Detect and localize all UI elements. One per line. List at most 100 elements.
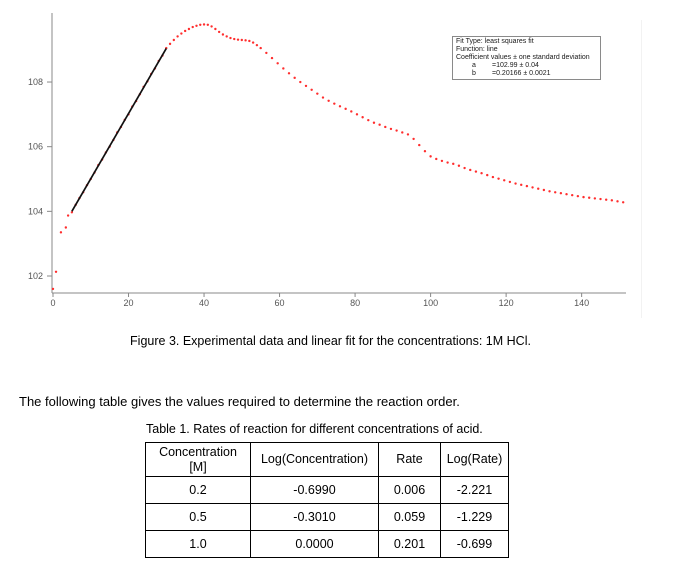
x-tick-label: 140 (574, 298, 589, 308)
data-point (191, 25, 194, 29)
x-tick-label: 20 (124, 298, 134, 308)
data-point (599, 197, 602, 201)
data-point (265, 51, 268, 55)
data-point (293, 76, 296, 80)
data-point (361, 116, 364, 119)
legend-coefficient-row: a =102.99 ± 0.04 (456, 62, 597, 70)
data-point (287, 72, 291, 75)
data-point (576, 194, 580, 198)
data-point (310, 88, 313, 91)
data-point (299, 80, 302, 84)
table-cell: 0.201 (378, 530, 441, 558)
data-point (621, 201, 625, 204)
data-point (168, 42, 172, 46)
table-row: 1.0 0.0000 0.201 -0.699 (145, 530, 509, 558)
x-tick-label: 0 (50, 298, 55, 308)
data-point (503, 179, 506, 182)
figure-image-edge (641, 20, 642, 318)
x-tick-label: 80 (350, 298, 360, 308)
table-cell: 1.0 (145, 530, 251, 558)
data-point (176, 35, 179, 38)
data-point (304, 84, 308, 88)
data-point (486, 173, 489, 177)
data-point (270, 56, 274, 60)
data-point (59, 231, 63, 234)
data-point (587, 196, 591, 199)
y-tick-label: 108 (28, 77, 43, 87)
data-point (497, 177, 500, 180)
data-point (378, 123, 381, 126)
data-point (327, 99, 330, 102)
figure-caption: Figure 3. Experimental data and linear f… (130, 334, 531, 348)
data-point (412, 137, 415, 141)
coefficient-value: =102.99 ± 0.04 (492, 62, 539, 69)
data-point (384, 125, 387, 129)
table-header-col3: Rate (378, 442, 441, 477)
data-point (537, 187, 540, 190)
fit-line (71, 47, 168, 212)
table-cell: 0.006 (378, 476, 441, 504)
reaction-rates-table: Concentration [M] Log(Concentration) Rate Lo… (145, 442, 509, 558)
data-point (255, 43, 259, 47)
data-point (401, 131, 404, 134)
data-point (491, 175, 495, 179)
body-paragraph: The following table gives the values req… (19, 394, 460, 409)
data-point (520, 183, 523, 187)
data-point (457, 164, 461, 167)
data-point (474, 170, 478, 173)
data-point (236, 38, 240, 41)
data-point (54, 270, 58, 273)
data-point (344, 107, 347, 111)
data-point (469, 168, 472, 172)
data-point (616, 200, 619, 203)
data-point (604, 198, 608, 201)
table-cell: 0.059 (378, 503, 441, 531)
x-tick-label: 120 (499, 298, 514, 308)
data-point (554, 191, 557, 194)
x-tick-label: 100 (423, 298, 438, 308)
data-point (367, 118, 370, 122)
legend-coefficient-note: Coefficient values ± one standard deviat… (456, 54, 590, 61)
data-point (282, 67, 285, 70)
data-point (64, 226, 68, 229)
data-point (202, 23, 206, 26)
data-point (542, 188, 546, 192)
data-point (514, 182, 517, 185)
data-point (195, 24, 198, 27)
data-point (372, 121, 376, 124)
data-point (446, 161, 449, 164)
table-cell: 0.5 (145, 503, 251, 531)
y-tick-label: 106 (28, 142, 43, 152)
data-point (418, 143, 421, 147)
data-point (565, 193, 568, 196)
data-point (355, 113, 359, 116)
y-tick-label: 102 (28, 271, 43, 281)
data-point (525, 184, 529, 188)
data-point (172, 38, 176, 42)
table-cell: 0.0000 (250, 530, 379, 558)
data-point (429, 155, 432, 158)
data-point (571, 193, 574, 197)
data-point (180, 32, 183, 35)
fit-legend-box: Fit Type: least squares fit Function: li… (452, 36, 601, 80)
data-point (214, 27, 217, 31)
data-point (210, 25, 213, 28)
data-point (276, 62, 279, 65)
legend-fit-type: Fit Type: least squares fit (456, 38, 534, 45)
table-header-col1: Concentration [M] (145, 442, 251, 477)
data-point (452, 162, 455, 166)
data-point (316, 92, 319, 95)
data-point (229, 36, 232, 40)
data-point (244, 39, 247, 42)
data-point (423, 150, 427, 153)
data-point (440, 159, 444, 163)
data-point (582, 195, 585, 199)
data-point (435, 157, 438, 161)
data-point (395, 129, 398, 132)
x-tick-label: 60 (275, 298, 285, 308)
legend-coefficient-row: b =0.20166 ± 0.0021 (456, 70, 597, 78)
data-point (508, 180, 512, 184)
data-point (251, 41, 255, 44)
table-cell: -1.229 (440, 503, 509, 531)
